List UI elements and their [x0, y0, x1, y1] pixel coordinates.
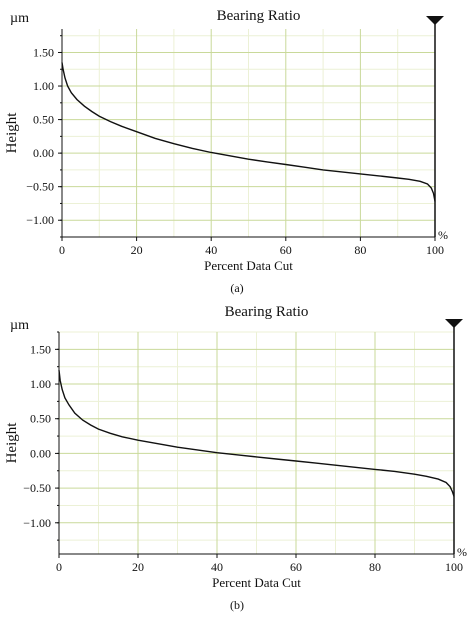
bearing-ratio-curve: [58, 370, 455, 497]
y-tick-label: 0.00: [30, 446, 51, 460]
y-tick-label: 1.00: [33, 79, 54, 93]
chart-title: Bearing Ratio: [225, 304, 309, 320]
x-unit-label: %: [457, 545, 467, 559]
x-unit-label: %: [438, 228, 448, 242]
x-tick-label: 20: [132, 560, 144, 574]
figure-caption: (a): [230, 281, 243, 295]
x-tick-label: 40: [211, 560, 223, 574]
y-axis-label: Height: [4, 422, 20, 464]
y-unit-label: µm: [10, 11, 29, 26]
chart-panel-a: 1.50 1.00 0.50 0.00 −0.50 −1.00 0 20 40 60 80 100 Be…: [4, 8, 448, 295]
x-axis-label: Percent Data Cut: [204, 258, 293, 273]
cut-marker-triangle-icon[interactable]: [445, 319, 463, 328]
bearing-ratio-curve: [61, 62, 436, 202]
x-tick-label: 0: [59, 243, 65, 257]
x-tick-label: 60: [290, 560, 302, 574]
y-tick-label: −1.00: [26, 213, 54, 227]
x-tick-label: 60: [280, 243, 292, 257]
y-axis-label: Height: [4, 112, 20, 154]
y-tick-label: 1.00: [30, 377, 51, 391]
y-tick-label: −0.50: [26, 180, 54, 194]
y-tick-label: 0.50: [33, 113, 54, 127]
x-tick-label: 0: [56, 560, 62, 574]
y-tick-label: 1.50: [33, 45, 54, 59]
x-tick-label: 20: [131, 243, 143, 257]
x-tick-label: 40: [205, 243, 217, 257]
y-unit-label: µm: [10, 318, 29, 333]
x-tick-label: 100: [445, 560, 463, 574]
chart-title: Bearing Ratio: [217, 8, 301, 24]
y-tick-label: −1.00: [23, 516, 51, 530]
x-axis-label: Percent Data Cut: [212, 575, 301, 590]
y-tick-label: 0.50: [30, 412, 51, 426]
x-tick-label: 100: [426, 243, 444, 257]
chart-panel-b: 1.50 1.00 0.50 0.00 −0.50 −1.00 0 20 40 60 80 100 Be…: [4, 304, 467, 612]
y-tick-label: 1.50: [30, 342, 51, 356]
cut-marker-triangle-icon[interactable]: [426, 16, 444, 25]
x-tick-label: 80: [354, 243, 366, 257]
y-tick-label: 0.00: [33, 146, 54, 160]
x-tick-label: 80: [369, 560, 381, 574]
figure-caption: (b): [230, 598, 244, 612]
y-tick-label: −0.50: [23, 481, 51, 495]
